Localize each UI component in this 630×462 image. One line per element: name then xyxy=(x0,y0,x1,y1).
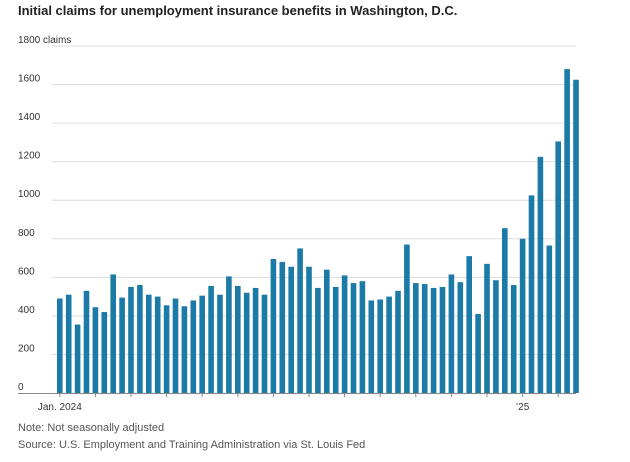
bar xyxy=(154,296,161,393)
chart-note: Note: Not seasonally adjusted xyxy=(18,422,165,434)
bar xyxy=(172,298,179,393)
y-tick-label: 200 xyxy=(18,343,35,354)
x-tick-label: ’25 xyxy=(516,402,530,413)
bar xyxy=(137,285,143,393)
bar xyxy=(493,280,499,393)
bar xyxy=(421,284,428,393)
bar xyxy=(146,294,152,393)
bar xyxy=(92,307,99,393)
y-tick-label: 600 xyxy=(18,266,35,277)
bar xyxy=(537,156,544,393)
bar xyxy=(208,286,214,393)
bar xyxy=(395,290,401,393)
bar xyxy=(546,245,553,393)
bar xyxy=(404,244,410,393)
bar xyxy=(65,294,72,393)
bar xyxy=(57,298,63,393)
bar xyxy=(199,295,205,393)
bar xyxy=(528,195,535,393)
bar xyxy=(484,263,490,393)
bar xyxy=(350,283,357,393)
bar xyxy=(119,297,125,393)
bar xyxy=(279,261,286,393)
bar xyxy=(368,300,375,393)
bar xyxy=(261,294,268,393)
chart-title: Initial claims for unemployment insuranc… xyxy=(18,3,458,18)
bar xyxy=(270,259,277,393)
bar xyxy=(475,313,481,393)
bar xyxy=(377,299,383,393)
bar xyxy=(101,312,108,393)
y-tick-label: 1400 xyxy=(18,112,41,123)
y-tick-label: 800 xyxy=(18,228,35,239)
bar xyxy=(555,141,561,393)
y-tick-label: 400 xyxy=(18,305,35,316)
bar xyxy=(359,281,366,393)
bar xyxy=(74,324,81,393)
bar xyxy=(502,228,508,393)
y-tick-label: 1800 claims xyxy=(18,35,71,46)
bar xyxy=(466,256,472,393)
bar-chart: 0 200 400 600 800 1000 1200 1400 1600 1800 claims… xyxy=(18,35,579,413)
bar xyxy=(457,282,464,393)
chart-source: Source: U.S. Employment and Training Adm… xyxy=(18,439,366,451)
bar xyxy=(315,287,321,393)
bar xyxy=(243,292,250,393)
bar xyxy=(413,283,419,393)
bar xyxy=(288,266,294,393)
bar xyxy=(252,287,259,393)
bar xyxy=(448,274,455,393)
bar xyxy=(83,290,90,393)
bar xyxy=(190,300,197,393)
bar xyxy=(573,79,579,393)
bar xyxy=(163,305,170,393)
bar xyxy=(564,69,570,393)
bar xyxy=(217,294,223,393)
bar xyxy=(306,266,312,393)
y-tick-label: 1600 xyxy=(18,74,41,85)
y-tick-label: 1000 xyxy=(18,189,41,200)
y-tick-label: 1200 xyxy=(18,151,41,162)
bar xyxy=(128,286,134,393)
x-tick-label: Jan. 2024 xyxy=(38,402,82,413)
bar xyxy=(235,286,241,393)
bar xyxy=(110,274,116,393)
bar xyxy=(439,286,446,393)
bar xyxy=(226,276,232,393)
bar xyxy=(297,248,303,393)
bar xyxy=(324,269,330,393)
bar xyxy=(510,285,517,393)
bar xyxy=(332,286,339,393)
x-axis xyxy=(18,393,576,397)
tick-labels: 0 200 400 600 800 1000 1200 1400 1600 1800 claims… xyxy=(18,35,530,413)
bar xyxy=(386,296,392,393)
bar xyxy=(181,306,188,393)
bars xyxy=(57,69,579,393)
y-tick-label: 0 xyxy=(18,382,24,393)
bar xyxy=(519,238,526,393)
bar xyxy=(430,287,437,393)
bar xyxy=(341,275,348,393)
